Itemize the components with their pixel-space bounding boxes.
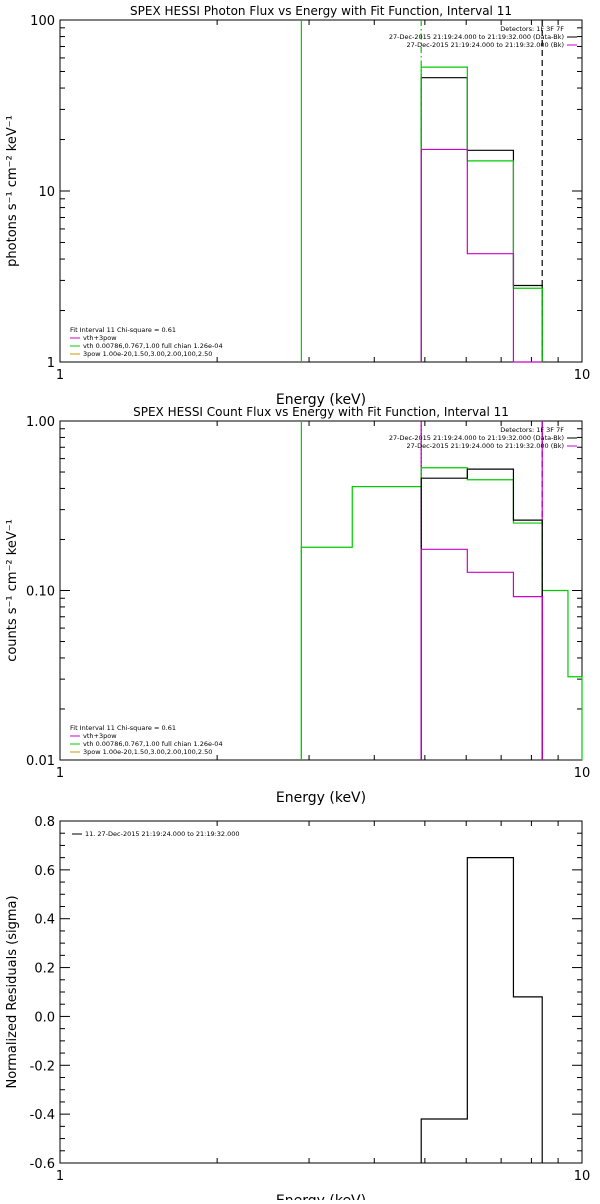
legend-entry: 3pow 1.00e-20,1.50,3.00,2.00,100,2.50 — [83, 748, 212, 756]
y-tick-label: 1 — [47, 356, 55, 371]
legend-entry: Detectors: 1F 3F 7F — [500, 426, 564, 434]
legend-entry: Fit Interval 11 Chi-square = 0.61 — [70, 326, 176, 334]
y-tick-label: 0.0 — [34, 1010, 55, 1025]
y-tick-label: 10 — [38, 185, 55, 200]
x-tick-label: 1 — [56, 1169, 64, 1184]
y-axis-label: counts s⁻¹ cm⁻² keV⁻¹ — [5, 519, 20, 662]
legend-entry: Detectors: 1F 3F 7F — [500, 25, 564, 33]
y-tick-label: 0.2 — [34, 962, 55, 977]
y-tick-label: 1.00 — [26, 415, 55, 430]
x-tick-label: 10 — [574, 766, 591, 781]
chart-title: SPEX HESSI Count Flux vs Energy with Fit… — [133, 405, 509, 419]
y-tick-label: -0.2 — [30, 1059, 55, 1074]
legend-entry: 11. 27-Dec-2015 21:19:24.000 to 21:19:32… — [85, 830, 240, 838]
legend-entry: vth 0.00786,0.767,1.00 full chian 1.26e-… — [83, 740, 223, 748]
legend-entry: 27-Dec-2015 21:19:24.000 to 21:19:32.000… — [407, 442, 565, 450]
x-axis-label: Energy (keV) — [276, 392, 366, 408]
legend-entry: Fit Interval 11 Chi-square = 0.61 — [70, 724, 176, 732]
x-tick-label: 10 — [574, 1169, 591, 1184]
plot-frame — [59, 820, 583, 1164]
y-tick-label: -0.4 — [30, 1108, 55, 1123]
y-tick-label: 0.01 — [26, 754, 55, 769]
histogram-series — [420, 77, 543, 362]
x-tick-label: 1 — [56, 368, 64, 383]
y-tick-label: 0.6 — [34, 864, 55, 879]
histogram-series — [420, 857, 543, 1163]
plot-frame — [59, 420, 583, 761]
y-axis-label: Normalized Residuals (sigma) — [5, 895, 20, 1088]
chart-title: SPEX HESSI Photon Flux vs Energy with Fi… — [130, 4, 512, 18]
x-axis-label: Energy (keV) — [276, 790, 366, 806]
x-tick-label: 10 — [574, 368, 591, 383]
legend-entry: 27-Dec-2015 21:19:24.000 to 21:19:32.000… — [389, 33, 564, 41]
histogram-series — [300, 467, 583, 760]
histogram-series — [420, 148, 543, 363]
y-axis-label: photons s⁻¹ cm⁻² keV⁻¹ — [5, 115, 20, 267]
x-tick-label: 1 — [56, 766, 64, 781]
x-axis-label: Energy (keV) — [276, 1193, 366, 1200]
legend-entry: 27-Dec-2015 21:19:24.000 to 21:19:32.000… — [389, 434, 564, 442]
histogram-series — [420, 468, 543, 760]
legend-entry: vth+3pow — [83, 334, 117, 342]
y-tick-label: 100 — [30, 14, 55, 29]
y-tick-label: 0.4 — [34, 913, 55, 928]
histogram-series — [420, 66, 543, 362]
y-tick-label: 0.10 — [26, 585, 55, 600]
plot-frame — [59, 19, 583, 363]
legend-entry: 27-Dec-2015 21:19:24.000 to 21:19:32.000… — [407, 41, 565, 49]
legend-entry: vth 0.00786,0.767,1.00 full chian 1.26e-… — [83, 342, 223, 350]
histogram-series — [420, 548, 543, 760]
y-tick-label: -0.6 — [30, 1157, 55, 1172]
y-tick-label: 0.8 — [34, 815, 55, 830]
legend-entry: vth+3pow — [83, 732, 117, 740]
legend-entry: 3pow 1.00e-20,1.50,3.00,2.00,100,2.50 — [83, 350, 212, 358]
